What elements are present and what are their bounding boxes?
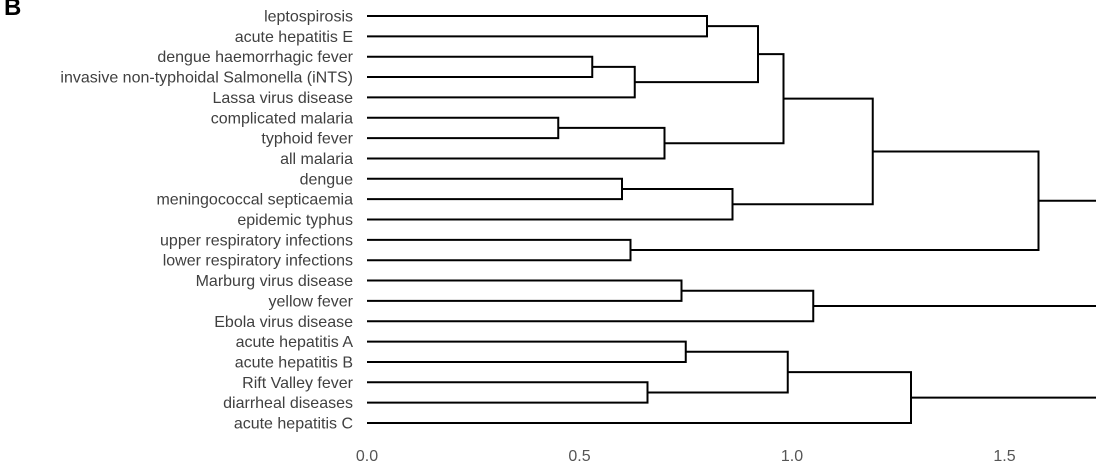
- leaf-label: acute hepatitis C: [234, 416, 353, 433]
- x-axis: 0.0 0.5 1.0 1.5: [356, 448, 1016, 465]
- dendrogram-branch: [630, 150, 1040, 252]
- leaf-label: acute hepatitis B: [235, 354, 353, 371]
- leaf-label: acute hepatitis A: [236, 334, 354, 351]
- leaf-label: leptospirosis: [264, 9, 353, 26]
- dendrogram-branch: [367, 126, 666, 160]
- dendrogram-branch: [367, 116, 560, 140]
- leaf-label: epidemic typhus: [237, 212, 353, 229]
- dendrogram-branch: [911, 396, 1096, 399]
- leaf-label: dengue haemorrhagic fever: [157, 49, 353, 66]
- dendrogram-branch: [367, 187, 734, 221]
- x-tick-label: 1.0: [781, 448, 803, 465]
- panel-label: B: [4, 0, 22, 21]
- x-tick-label: 1.5: [993, 448, 1015, 465]
- leaf-label: Ebola virus disease: [214, 314, 353, 331]
- dendrogram-branch: [367, 15, 708, 38]
- leaf-labels: leptospirosis acute hepatitis E dengue hae…: [60, 9, 353, 433]
- dendrogram-branch: [367, 279, 683, 302]
- leaf-label: Marburg virus disease: [196, 273, 354, 290]
- leaf-label: acute hepatitis E: [235, 29, 353, 46]
- leaf-label: Lassa virus disease: [212, 90, 353, 107]
- leaf-label: all malaria: [280, 151, 353, 168]
- leaf-label: yellow fever: [269, 293, 354, 310]
- dendrogram-branch: [367, 177, 623, 201]
- dendrogram-branch: [367, 289, 815, 323]
- dendrogram-branch: [647, 350, 789, 394]
- dendrogram-branch: [367, 65, 636, 99]
- dendrogram-branch: [367, 55, 594, 79]
- dendrogram-branch: [732, 97, 874, 206]
- dendrogram-branch: [634, 25, 759, 84]
- leaf-label: meningococcal septicaemia: [156, 192, 353, 209]
- dendrogram-branch: [367, 340, 687, 363]
- x-tick-label: 0.5: [568, 448, 590, 465]
- leaf-label: lower respiratory infections: [163, 253, 353, 270]
- dendrogram-branch: [367, 371, 912, 424]
- dendrogram-branch: [813, 199, 1096, 307]
- dendrogram-branch: [367, 238, 632, 262]
- leaf-label: upper respiratory infections: [160, 232, 353, 249]
- leaf-label: complicated malaria: [211, 110, 353, 127]
- dendrogram-branch: [367, 381, 649, 404]
- leaf-label: invasive non-typhoidal Salmonella (iNTS): [60, 70, 353, 87]
- leaf-label: dengue: [300, 171, 353, 188]
- dendrogram-branches: [367, 15, 1096, 424]
- leaf-label: Rift Valley fever: [242, 375, 354, 392]
- leaf-label: typhoid fever: [261, 131, 353, 148]
- leaf-label: diarrheal diseases: [223, 395, 353, 412]
- dendrogram-branch: [664, 53, 785, 145]
- x-tick-label: 0.0: [356, 448, 378, 465]
